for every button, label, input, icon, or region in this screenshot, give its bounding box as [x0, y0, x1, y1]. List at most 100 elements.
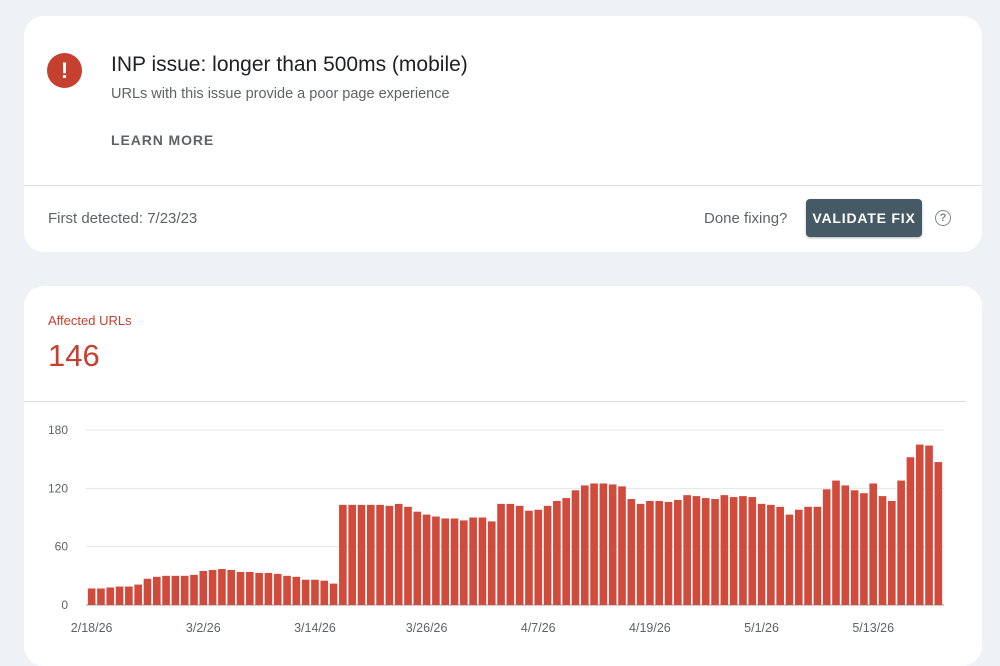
bar[interactable] [422, 514, 431, 605]
bar[interactable] [515, 505, 524, 605]
bar[interactable] [283, 575, 291, 605]
bar[interactable] [888, 500, 896, 605]
bar[interactable] [246, 571, 254, 605]
bar[interactable] [776, 506, 784, 605]
bar[interactable] [106, 587, 115, 606]
bar[interactable] [739, 496, 747, 605]
bar[interactable] [729, 497, 738, 605]
bar[interactable] [208, 570, 217, 605]
bar[interactable] [618, 486, 626, 605]
bar[interactable] [822, 489, 831, 605]
bar[interactable] [767, 504, 775, 605]
bar[interactable] [152, 576, 161, 605]
bar[interactable] [366, 504, 375, 605]
bar[interactable] [553, 500, 561, 605]
divider [24, 185, 982, 186]
bar[interactable] [608, 484, 617, 605]
bar[interactable] [860, 493, 868, 605]
bar[interactable] [301, 579, 310, 605]
bar[interactable] [590, 483, 598, 605]
bar[interactable] [125, 586, 133, 605]
bar[interactable] [683, 495, 691, 605]
bar[interactable] [115, 586, 124, 605]
bar[interactable] [236, 571, 245, 605]
help-circle-icon[interactable]: ? [935, 210, 951, 226]
bar[interactable] [599, 483, 608, 605]
bar[interactable] [273, 573, 282, 605]
bar[interactable] [571, 490, 580, 605]
bar[interactable] [748, 497, 757, 605]
bar[interactable] [906, 457, 915, 605]
bar[interactable] [525, 510, 533, 605]
bar[interactable] [897, 480, 905, 605]
bar[interactable] [878, 496, 887, 605]
bar[interactable] [655, 500, 664, 605]
bar[interactable] [87, 588, 96, 605]
bar[interactable] [460, 520, 468, 605]
bar[interactable] [841, 485, 850, 605]
y-tick-label: 120 [48, 481, 68, 495]
bar[interactable] [813, 506, 822, 605]
bar[interactable] [701, 498, 710, 605]
affected-urls-chart: 0 60 120 180 2/18/26 3/2/26 3/14/26 3/26/26 4/7/… [48, 423, 944, 635]
bar[interactable] [339, 504, 347, 605]
bar[interactable] [562, 498, 570, 605]
bar[interactable] [357, 504, 366, 605]
x-tick-label: 5/1/26 [744, 621, 779, 635]
bar[interactable] [292, 576, 301, 605]
bar[interactable] [674, 500, 682, 605]
bar[interactable] [487, 521, 496, 605]
bar[interactable] [143, 578, 152, 605]
bar[interactable] [850, 490, 859, 605]
bar[interactable] [925, 445, 933, 605]
bar[interactable] [785, 514, 794, 605]
bar[interactable] [134, 584, 142, 605]
bar[interactable] [404, 506, 412, 605]
bar[interactable] [478, 517, 487, 606]
bar[interactable] [329, 583, 338, 605]
bar[interactable] [720, 495, 729, 605]
bar[interactable] [264, 572, 273, 605]
bar[interactable] [227, 570, 236, 605]
bar[interactable] [543, 505, 552, 605]
bar[interactable] [311, 579, 319, 605]
bar[interactable] [171, 575, 180, 605]
bar[interactable] [711, 499, 719, 605]
bar[interactable] [180, 575, 189, 605]
bar[interactable] [636, 503, 645, 605]
bar[interactable] [804, 506, 812, 605]
bar[interactable] [757, 503, 766, 605]
bar[interactable] [832, 480, 840, 605]
validate-fix-button[interactable]: VALIDATE FIX [806, 199, 922, 237]
bar[interactable] [162, 575, 170, 605]
bar[interactable] [255, 572, 263, 605]
bar[interactable] [869, 483, 878, 605]
bar[interactable] [394, 503, 403, 605]
bar[interactable] [199, 570, 208, 605]
bar[interactable] [320, 580, 329, 605]
bar[interactable] [348, 504, 356, 605]
bar[interactable] [506, 503, 515, 605]
bar[interactable] [934, 462, 943, 605]
bar[interactable] [794, 509, 803, 605]
bar[interactable] [646, 500, 654, 605]
bar[interactable] [385, 505, 394, 605]
bar[interactable] [627, 499, 636, 605]
bar[interactable] [413, 511, 422, 605]
bar[interactable] [534, 509, 543, 605]
bar[interactable] [97, 588, 105, 605]
bar[interactable] [497, 503, 505, 605]
x-tick-label: 4/7/26 [521, 621, 556, 635]
bar[interactable] [664, 501, 673, 605]
bar[interactable] [432, 516, 440, 605]
bar[interactable] [450, 518, 459, 605]
bar[interactable] [190, 574, 198, 605]
learn-more-link[interactable]: LEARN MORE [111, 132, 215, 148]
bar[interactable] [469, 517, 477, 606]
bar[interactable] [376, 504, 384, 605]
bar[interactable] [915, 444, 924, 605]
bar[interactable] [218, 569, 226, 605]
bar[interactable] [580, 485, 589, 605]
bar[interactable] [441, 518, 450, 605]
bar[interactable] [692, 496, 701, 605]
